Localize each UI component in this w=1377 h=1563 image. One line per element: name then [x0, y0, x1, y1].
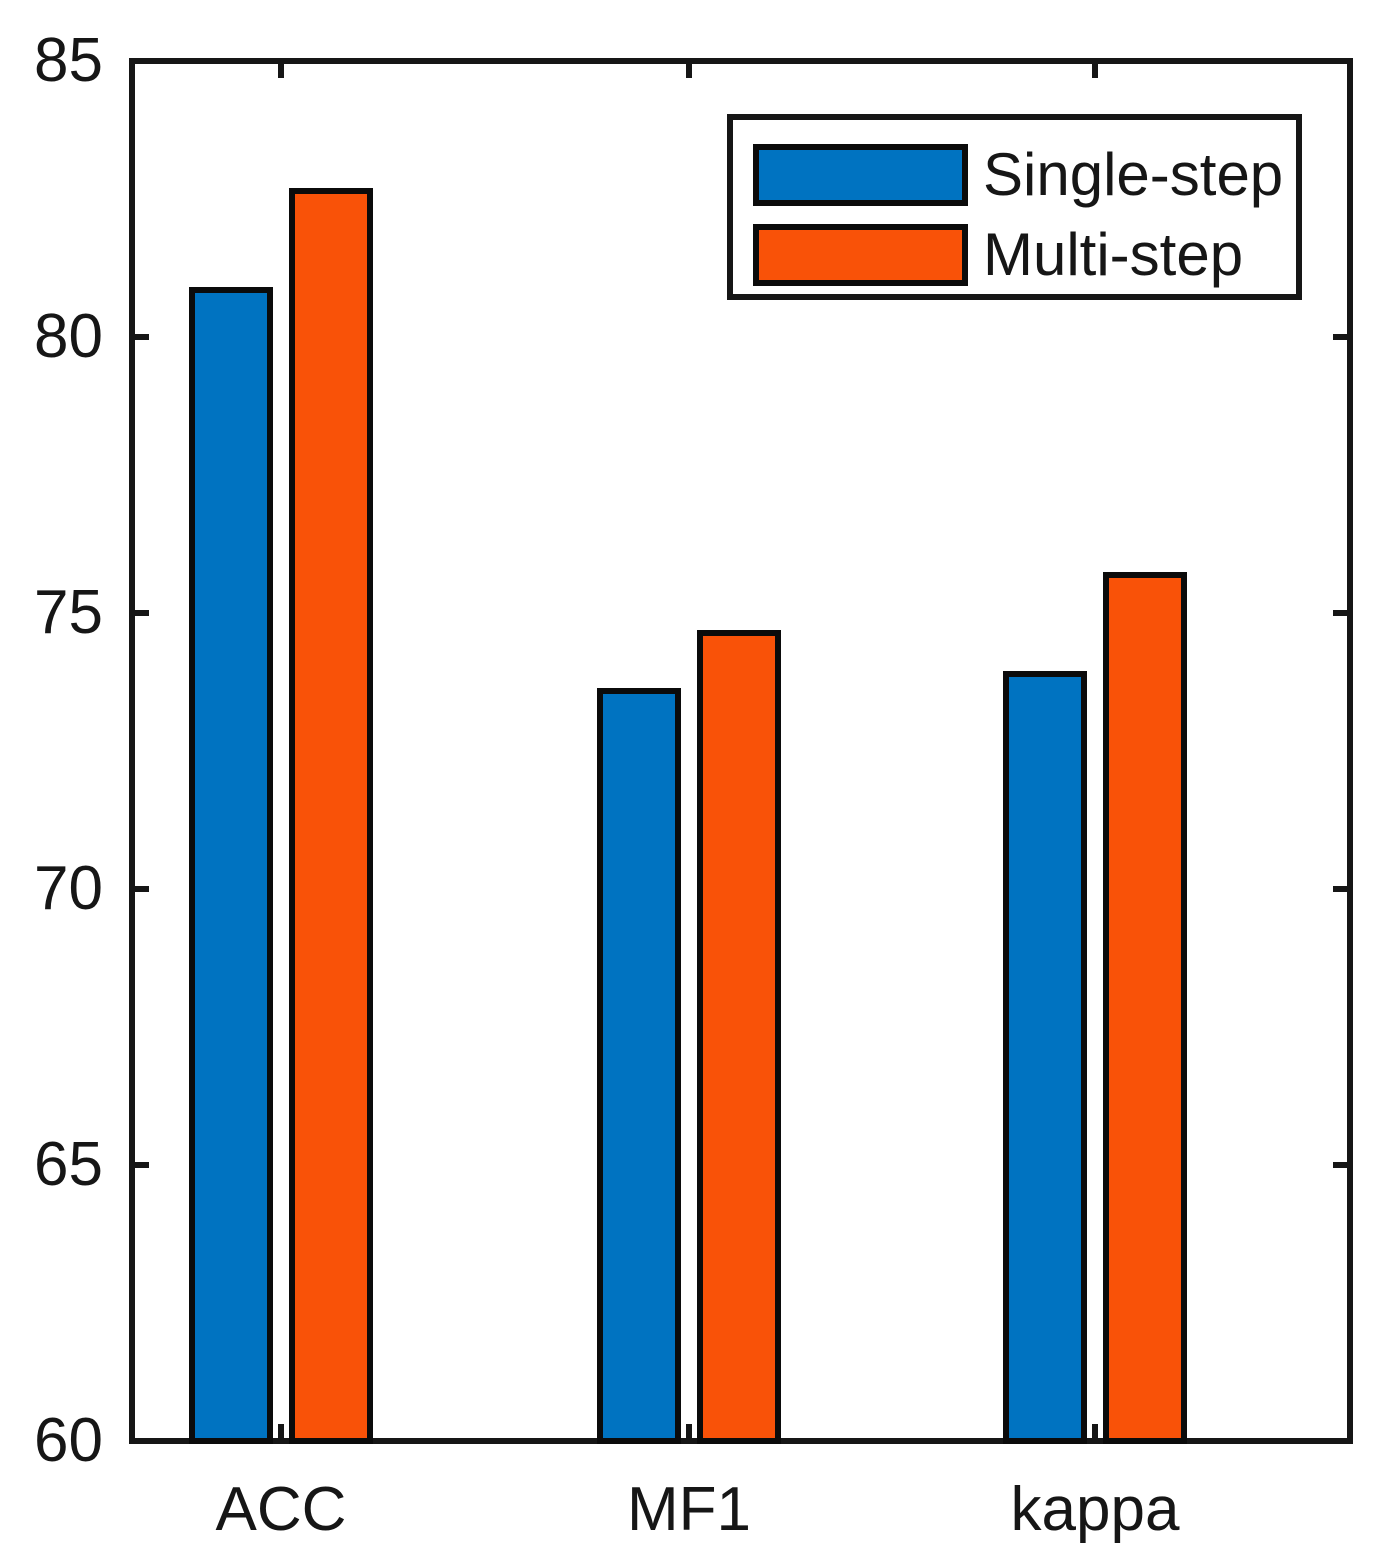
bar-multi-step-acc	[289, 187, 373, 1444]
y-tick-label: 85	[34, 26, 103, 95]
y-tick-right	[1333, 1438, 1353, 1444]
y-tick-left	[129, 610, 149, 616]
bar-multi-step-mf1	[697, 629, 781, 1444]
bar-multi-step-kappa	[1103, 571, 1187, 1444]
y-tick-left	[129, 1162, 149, 1168]
x-tick-top	[1092, 58, 1098, 78]
bar-single-step-acc	[189, 287, 273, 1444]
x-tick-bottom	[278, 1424, 284, 1444]
y-tick-right	[1333, 886, 1353, 892]
y-tick-right	[1333, 1162, 1353, 1168]
x-tick-bottom	[1092, 1424, 1098, 1444]
y-tick-left	[129, 58, 149, 64]
x-tick-top	[686, 58, 692, 78]
y-tick-label: 80	[34, 302, 103, 371]
legend-swatch-multi-step	[753, 224, 968, 286]
y-tick-label: 65	[34, 1130, 103, 1199]
x-tick-top	[278, 58, 284, 78]
legend-label-multi-step: Multi-step	[983, 221, 1244, 288]
y-tick-left	[129, 334, 149, 340]
y-tick-right	[1333, 334, 1353, 340]
legend: Single-step Multi-step	[727, 114, 1302, 300]
bar-single-step-kappa	[1003, 670, 1087, 1444]
bar-single-step-mf1	[597, 687, 681, 1444]
y-tick-left	[129, 1438, 149, 1444]
y-tick-right	[1333, 610, 1353, 616]
y-tick-label: 60	[34, 1406, 103, 1475]
y-tick-right	[1333, 58, 1353, 64]
legend-swatch-single-step	[753, 144, 968, 206]
x-tick-label: MF1	[627, 1475, 751, 1544]
y-tick-label: 70	[34, 854, 103, 923]
x-tick-label: ACC	[215, 1475, 347, 1544]
y-tick-label: 75	[34, 578, 103, 647]
legend-label-single-step: Single-step	[983, 141, 1284, 208]
y-tick-left	[129, 886, 149, 892]
x-tick-bottom	[686, 1424, 692, 1444]
x-tick-label: kappa	[1010, 1475, 1180, 1544]
